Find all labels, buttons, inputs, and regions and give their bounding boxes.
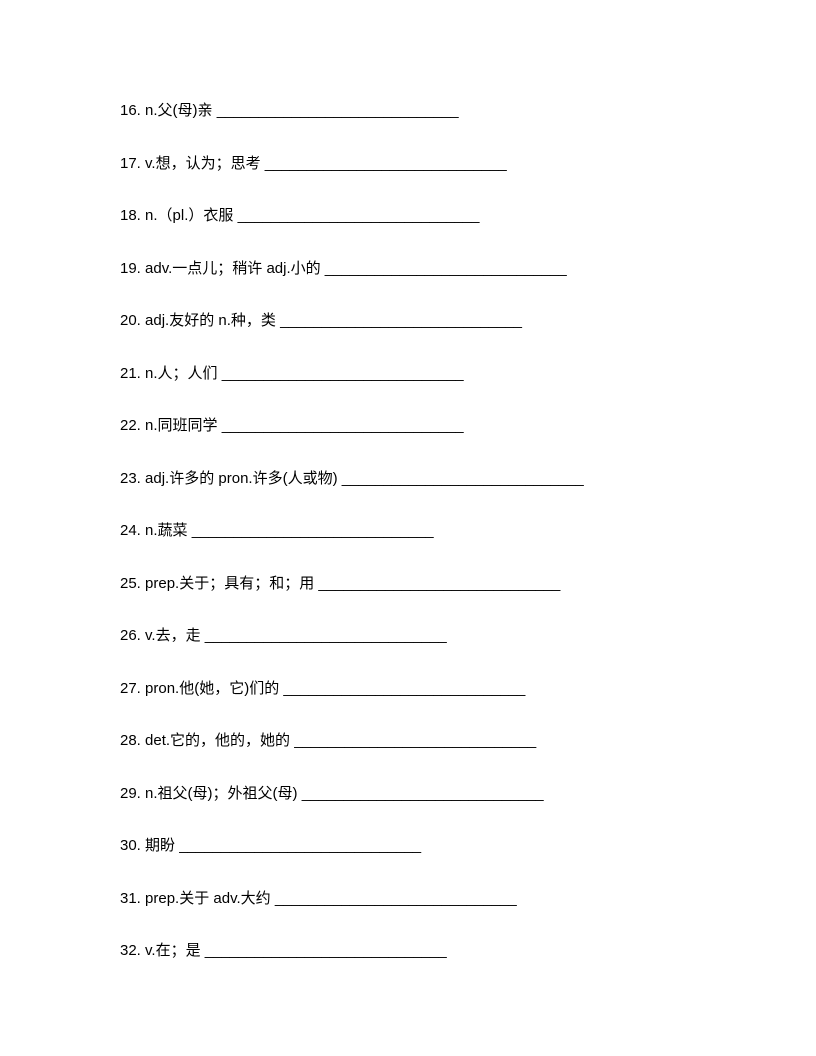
item-number: 20. [120,312,141,329]
item-text: n.（pl.）衣服 [145,207,233,224]
blank-line: _____________________________ [275,890,517,907]
item-text: adj.许多的 pron.许多(人或物) [145,470,338,487]
blank-line: _____________________________ [342,470,584,487]
item-text: v.去，走 [145,627,201,644]
list-item: 22. n.同班同学 _____________________________ [120,415,696,438]
item-number: 19. [120,260,141,277]
item-number: 25. [120,575,141,592]
list-item: 25. prep.关于；具有；和；用 _____________________… [120,573,696,596]
blank-line: _____________________________ [205,942,447,959]
blank-line: _____________________________ [302,785,544,802]
list-item: 29. n.祖父(母)；外祖父(母) _____________________… [120,783,696,806]
list-item: 26. v.去，走 _____________________________ [120,625,696,648]
item-number: 31. [120,890,141,907]
item-text: adj.友好的 n.种，类 [145,312,276,329]
item-text: n.蔬菜 [145,522,188,539]
blank-line: _____________________________ [192,522,434,539]
list-item: 21. n.人；人们 _____________________________ [120,363,696,386]
item-text: pron.他(她，它)们的 [145,680,279,697]
list-item: 31. prep.关于 adv.大约 _____________________… [120,888,696,911]
blank-line: _____________________________ [294,732,536,749]
item-number: 29. [120,785,141,802]
item-number: 23. [120,470,141,487]
item-text: v.在；是 [145,942,201,959]
item-number: 27. [120,680,141,697]
item-number: 16. [120,102,141,119]
blank-line: _____________________________ [283,680,525,697]
item-number: 30. [120,837,141,854]
item-text: adv.一点儿；稍许 adj.小的 [145,260,321,277]
item-number: 28. [120,732,141,749]
blank-line: _____________________________ [222,365,464,382]
blank-line: _____________________________ [179,837,421,854]
list-item: 28. det.它的，他的，她的 _______________________… [120,730,696,753]
list-item: 24. n.蔬菜 _____________________________ [120,520,696,543]
item-number: 18. [120,207,141,224]
item-text: prep.关于；具有；和；用 [145,575,314,592]
list-item: 23. adj.许多的 pron.许多(人或物) _______________… [120,468,696,491]
list-item: 30. 期盼 _____________________________ [120,835,696,858]
item-number: 32. [120,942,141,959]
list-item: 20. adj.友好的 n.种，类 ______________________… [120,310,696,333]
list-item: 32. v.在；是 _____________________________ [120,940,696,963]
item-number: 17. [120,155,141,172]
item-text: v.想，认为；思考 [145,155,261,172]
list-item: 16. n.父(母)亲 ____________________________… [120,100,696,123]
item-text: n.父(母)亲 [145,102,213,119]
blank-line: _____________________________ [222,417,464,434]
item-number: 21. [120,365,141,382]
item-text: n.祖父(母)；外祖父(母) [145,785,298,802]
item-text: n.人；人们 [145,365,218,382]
blank-line: _____________________________ [217,102,459,119]
list-item: 27. pron.他(她，它)们的 ______________________… [120,678,696,701]
item-text: n.同班同学 [145,417,218,434]
item-text: det.它的，他的，她的 [145,732,290,749]
blank-line: _____________________________ [318,575,560,592]
item-text: 期盼 [145,837,175,854]
blank-line: _____________________________ [280,312,522,329]
item-text: prep.关于 adv.大约 [145,890,271,907]
item-number: 24. [120,522,141,539]
item-number: 22. [120,417,141,434]
list-item: 18. n.（pl.）衣服 __________________________… [120,205,696,228]
blank-line: _____________________________ [205,627,447,644]
blank-line: _____________________________ [325,260,567,277]
list-item: 17. v.想，认为；思考 __________________________… [120,153,696,176]
item-number: 26. [120,627,141,644]
blank-line: _____________________________ [238,207,480,224]
worksheet-container: 16. n.父(母)亲 ____________________________… [120,100,696,963]
list-item: 19. adv.一点儿；稍许 adj.小的 __________________… [120,258,696,281]
blank-line: _____________________________ [265,155,507,172]
